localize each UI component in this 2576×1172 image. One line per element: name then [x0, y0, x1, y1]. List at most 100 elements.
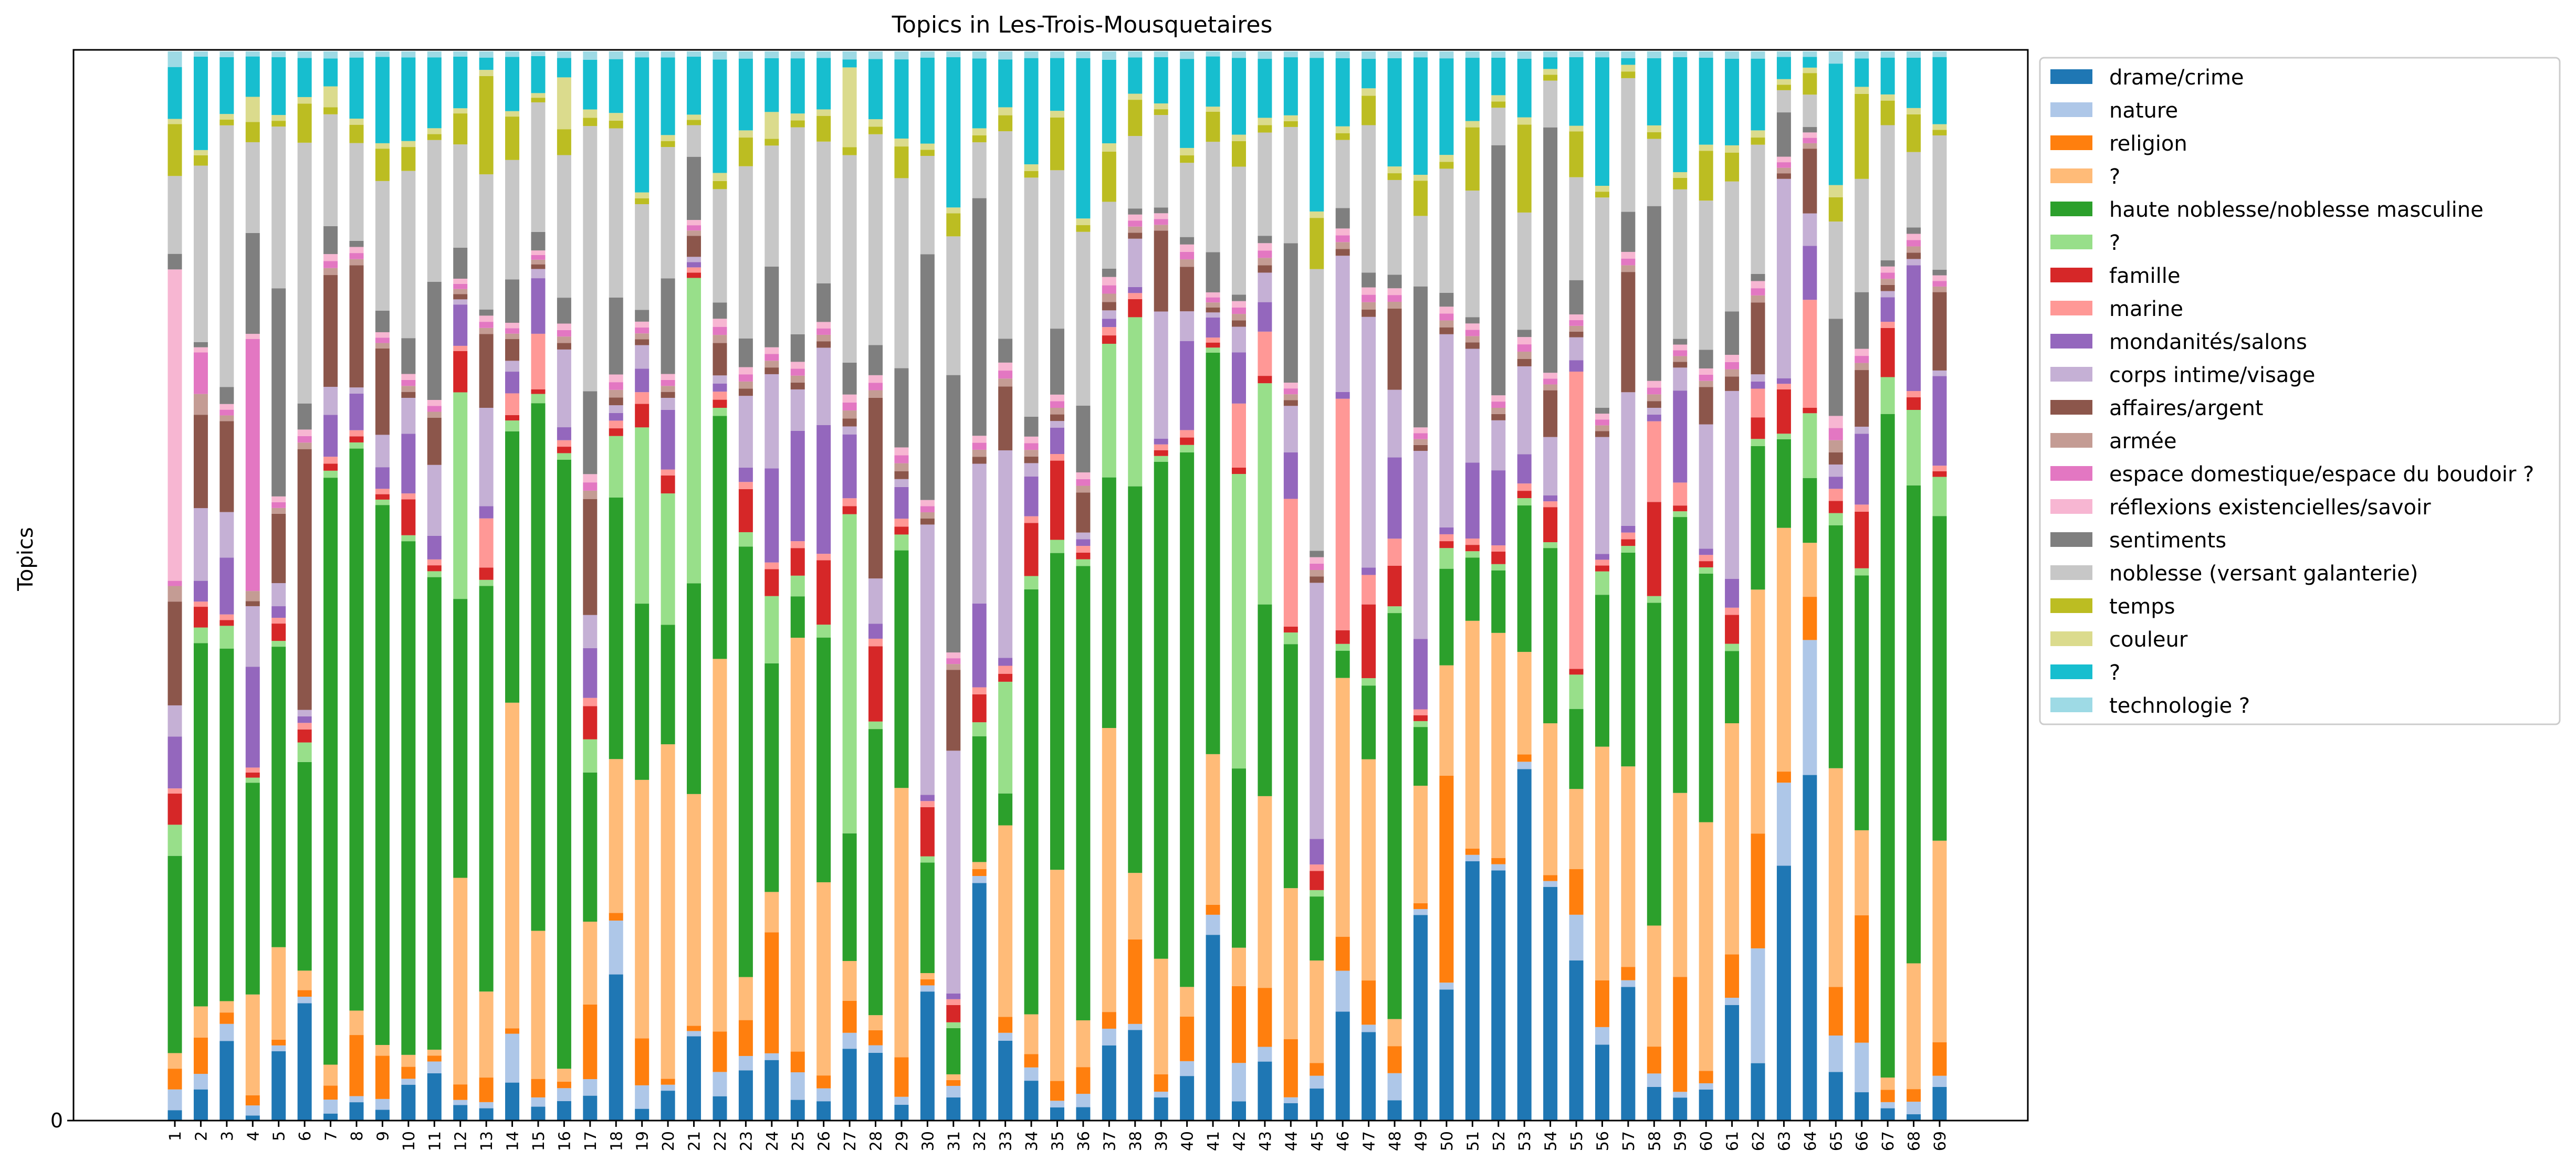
bar-segment: [946, 670, 961, 751]
bar-segment: [583, 1079, 598, 1096]
bar-segment: [453, 304, 468, 346]
bar-segment: [1362, 759, 1376, 981]
bar-segment: [193, 56, 208, 150]
bar-segment: [375, 1055, 390, 1099]
bar-segment: [1569, 325, 1584, 332]
plot-frame: [72, 49, 2029, 1122]
bar-segment: [920, 985, 935, 992]
bar-segment: [349, 253, 364, 259]
bar-segment: [738, 138, 753, 166]
bar-segment: [1206, 337, 1220, 343]
bar-segment: [738, 977, 753, 1020]
bar-segment: [765, 139, 779, 146]
bar-segment: [427, 140, 442, 282]
legend-swatch: [2050, 135, 2092, 150]
bar-segment: [1569, 125, 1584, 132]
bar-segment: [1699, 374, 1713, 381]
bar-segment: [816, 283, 831, 322]
bar-segment: [609, 59, 623, 113]
bar-segment: [790, 638, 805, 1052]
bar-segment: [401, 499, 416, 535]
bar-segment: [842, 960, 857, 1001]
legend: drame/crime nature religion? haute noblesse…: [2039, 57, 2561, 725]
bar-segment: [1595, 595, 1609, 747]
bar-segment: [1465, 342, 1480, 349]
x-tick-label: 4: [244, 1131, 263, 1141]
bar-segment: [1621, 265, 1636, 272]
bar-segment: [1621, 766, 1636, 967]
bar-segment: [1569, 960, 1584, 1121]
bar-segment: [1102, 268, 1116, 277]
bar-segment: [1751, 130, 1765, 138]
bar-segment: [1803, 143, 1817, 149]
bar-segment: [583, 648, 598, 698]
bar-segment: [972, 694, 987, 723]
bar-segment: [1206, 342, 1220, 348]
bar-segment: [479, 322, 494, 328]
bar-segment: [868, 126, 883, 134]
bar-segment: [1128, 226, 1143, 233]
bar-segment: [323, 1113, 338, 1121]
bar-segment: [609, 389, 623, 398]
bar-segment: [479, 408, 494, 506]
bar-segment: [765, 596, 779, 663]
bar-segment: [894, 51, 909, 60]
bar-segment: [1258, 243, 1272, 251]
bar-segment: [401, 535, 416, 542]
bar-segment: [1439, 665, 1454, 776]
bar-segment: [1439, 541, 1454, 548]
bar-segment: [1076, 552, 1091, 559]
bar-segment: [479, 1102, 494, 1108]
bar-segment: [583, 490, 598, 499]
bar-segment: [1621, 71, 1636, 78]
bar-segment: [1154, 225, 1168, 231]
bar-segment: [427, 464, 442, 536]
bar-segment: [1439, 292, 1454, 307]
x-tick-label: 6: [296, 1131, 315, 1141]
bar-segment: [972, 128, 987, 135]
legend-swatch: [2050, 334, 2092, 349]
bar-segment: [1102, 319, 1116, 328]
bar-segment: [193, 607, 208, 628]
bar-segment: [790, 1072, 805, 1100]
bar-segment: [167, 1069, 182, 1090]
x-tick-label: 47: [1360, 1131, 1379, 1151]
bar-segment: [1855, 178, 1869, 292]
bar-segment: [427, 128, 442, 134]
bar-segment: [1855, 292, 1869, 349]
bar-segment: [1621, 272, 1636, 393]
bar-segment: [1439, 568, 1454, 666]
bar-segment: [713, 375, 727, 384]
bar-segment: [1543, 51, 1558, 58]
bar-segment: [842, 51, 857, 60]
bar-segment: [245, 1095, 260, 1106]
bar-segment: [1154, 1074, 1168, 1092]
bar-segment: [1024, 1081, 1039, 1121]
bar-segment: [1569, 57, 1584, 126]
bar-segment: [998, 1017, 1013, 1033]
bar-segment: [479, 70, 494, 76]
bar-segment: [1102, 302, 1116, 311]
bar-segment: [219, 512, 234, 558]
bar-segment: [1413, 915, 1428, 1121]
bar-segment: [1439, 327, 1454, 334]
bar-segment: [1803, 138, 1817, 143]
y-axis-label: Topics: [14, 527, 38, 591]
bar-segment: [479, 586, 494, 992]
bar-segment: [1283, 888, 1298, 1040]
bar-segment: [1880, 1102, 1895, 1108]
bar-segment: [1647, 502, 1661, 596]
bar-segment: [1569, 869, 1584, 915]
bar-segment: [1335, 58, 1350, 126]
bar-segment: [1231, 166, 1246, 295]
bar-segment: [1387, 389, 1402, 458]
bar-segment: [1855, 426, 1869, 434]
bar-segment: [1673, 57, 1688, 172]
bar-segment: [1855, 504, 1869, 512]
bar-segment: [1335, 140, 1350, 208]
bar-segment: [1258, 272, 1272, 302]
bar-segment: [972, 862, 987, 869]
bar-segment: [1855, 568, 1869, 576]
bar-segment: [1465, 51, 1480, 58]
bar-segment: [1180, 147, 1195, 156]
